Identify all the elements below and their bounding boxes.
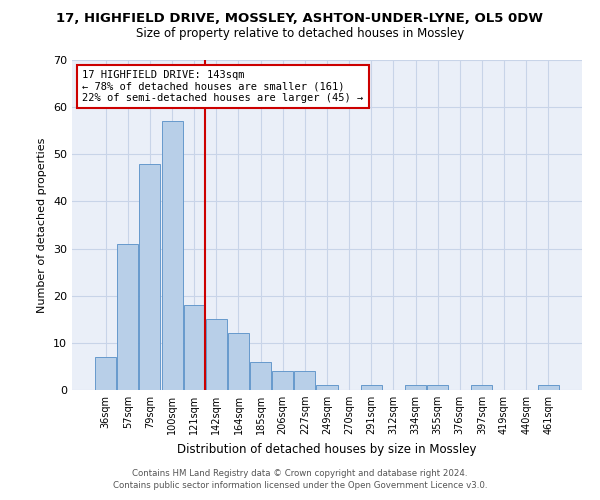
Bar — [316, 386, 338, 390]
Bar — [427, 386, 448, 390]
Bar — [538, 386, 559, 390]
Bar — [184, 305, 205, 390]
Bar — [295, 371, 316, 390]
Bar — [250, 362, 271, 390]
Text: 17 HIGHFIELD DRIVE: 143sqm
← 78% of detached houses are smaller (161)
22% of sem: 17 HIGHFIELD DRIVE: 143sqm ← 78% of deta… — [82, 70, 364, 103]
Text: Contains public sector information licensed under the Open Government Licence v3: Contains public sector information licen… — [113, 481, 487, 490]
Bar — [472, 386, 493, 390]
Y-axis label: Number of detached properties: Number of detached properties — [37, 138, 47, 312]
Text: Contains HM Land Registry data © Crown copyright and database right 2024.: Contains HM Land Registry data © Crown c… — [132, 468, 468, 477]
Bar — [161, 122, 182, 390]
Text: 17, HIGHFIELD DRIVE, MOSSLEY, ASHTON-UNDER-LYNE, OL5 0DW: 17, HIGHFIELD DRIVE, MOSSLEY, ASHTON-UND… — [56, 12, 544, 26]
Bar — [139, 164, 160, 390]
Bar — [405, 386, 426, 390]
Bar — [206, 320, 227, 390]
Bar — [228, 334, 249, 390]
Text: Size of property relative to detached houses in Mossley: Size of property relative to detached ho… — [136, 28, 464, 40]
Bar — [118, 244, 139, 390]
Bar — [361, 386, 382, 390]
Bar — [95, 357, 116, 390]
X-axis label: Distribution of detached houses by size in Mossley: Distribution of detached houses by size … — [177, 442, 477, 456]
Bar — [272, 371, 293, 390]
